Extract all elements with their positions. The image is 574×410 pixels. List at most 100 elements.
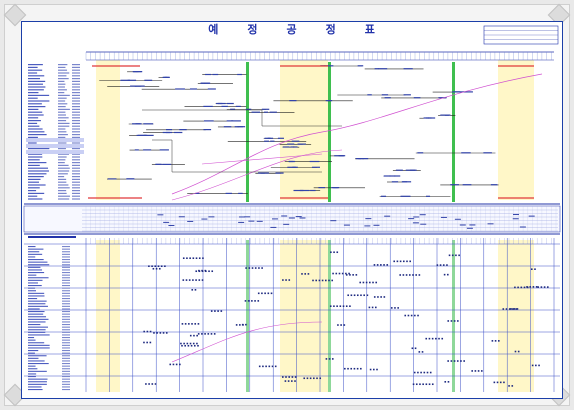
task-row-highlight xyxy=(26,144,84,148)
schedule-grid xyxy=(23,25,561,392)
lower-entry-dot xyxy=(515,308,517,310)
task-value-line xyxy=(58,167,70,169)
lower-entry-dot xyxy=(195,257,198,260)
gantt-bar-label xyxy=(203,105,213,107)
lower-entry-dot xyxy=(428,337,431,340)
lower-entry-dot xyxy=(425,383,428,386)
summary-value xyxy=(238,221,245,223)
task-label-line xyxy=(28,164,40,166)
lower-entry-dot xyxy=(194,323,197,325)
lower-task-label xyxy=(28,352,35,354)
gantt-bar-label xyxy=(425,195,431,197)
lower-entry-dot xyxy=(352,274,354,276)
lower-entry-dot xyxy=(502,308,505,310)
task-date-line xyxy=(72,122,80,124)
gantt-bar-label xyxy=(200,82,206,84)
gantt-bar-label xyxy=(238,192,243,194)
gantt-bar-label xyxy=(130,85,137,87)
lower-entry-dot xyxy=(360,294,362,297)
lower-entry-dot xyxy=(535,286,538,288)
lower-entry-dot xyxy=(265,365,267,368)
lower-task-label xyxy=(28,282,38,284)
task-value-line xyxy=(58,100,66,102)
lower-task-value xyxy=(62,300,70,302)
lower-entry-dot xyxy=(399,274,401,276)
gantt-bar-label xyxy=(428,117,436,119)
lower-task-value xyxy=(62,248,70,250)
task-date-line xyxy=(72,92,80,94)
lower-entry-dot xyxy=(207,333,210,335)
summary-value xyxy=(239,216,246,218)
task-label-line xyxy=(28,136,38,138)
gantt-bar-label xyxy=(230,108,236,110)
gantt-bar-label xyxy=(264,140,270,142)
lower-entry-dot xyxy=(399,260,402,263)
lower-entry-dot xyxy=(154,383,157,385)
lower-task-label xyxy=(28,324,41,326)
lower-entry-dot xyxy=(547,286,549,288)
lower-entry-dot xyxy=(414,314,416,317)
task-date-line xyxy=(72,167,80,169)
lower-entry-dot xyxy=(463,360,465,362)
lower-entry-dot xyxy=(307,273,310,275)
lower-entry-dot xyxy=(411,347,414,350)
lower-entry-dot xyxy=(336,305,338,307)
lower-entry-dot xyxy=(294,376,297,378)
lower-entry-dot xyxy=(154,265,157,268)
gantt-bar-label xyxy=(450,184,459,186)
lower-entry-dot xyxy=(396,260,399,263)
task-value-line xyxy=(58,153,70,155)
task-value-line xyxy=(58,159,66,161)
lower-entry-dot xyxy=(402,260,405,263)
lower-task-label xyxy=(28,344,50,346)
task-value-line xyxy=(58,148,66,150)
sheet-title: 예 정 공 정 표 xyxy=(22,22,562,36)
lower-entry-dot xyxy=(182,279,185,281)
task-value-line xyxy=(58,184,69,186)
task-value-line xyxy=(58,125,70,127)
lower-entry-dot xyxy=(409,260,411,263)
lower-entry-dot xyxy=(241,323,244,326)
lower-task-value xyxy=(62,337,70,339)
lower-task-label xyxy=(28,259,44,261)
lower-entry-dot xyxy=(350,294,353,297)
lower-entry-dot xyxy=(210,310,213,312)
lower-entry-dot xyxy=(420,371,422,374)
task-label-line xyxy=(28,94,50,96)
lower-entry-dot xyxy=(165,332,168,334)
lower-task-value xyxy=(62,316,70,318)
gantt-bar-label xyxy=(309,160,320,163)
task-label-line xyxy=(28,114,44,116)
lower-task-value xyxy=(62,373,70,375)
lower-entry-dot xyxy=(189,257,191,260)
lower-entry-dot xyxy=(156,332,158,334)
lower-entry-dot xyxy=(294,380,296,382)
title-char-4: 정 xyxy=(325,23,337,36)
gantt-bar-label xyxy=(423,117,429,119)
highlight-band-bottom xyxy=(96,240,120,392)
task-value-line xyxy=(58,162,65,164)
gantt-bar-label xyxy=(217,102,226,105)
lower-entry-dot xyxy=(383,296,386,298)
summary-value xyxy=(373,224,380,226)
task-date-line xyxy=(72,134,80,136)
lower-task-label xyxy=(28,329,46,331)
gantt-bar-label xyxy=(357,65,364,67)
lower-entry-dot xyxy=(214,310,216,312)
task-value-line xyxy=(58,136,66,138)
lower-entry-dot xyxy=(158,267,161,270)
lower-entry-dot xyxy=(372,281,374,284)
task-date-line xyxy=(72,156,80,158)
gantt-bar-label xyxy=(270,140,275,142)
lower-entry-dot xyxy=(376,368,378,371)
lower-entry-dot xyxy=(532,286,535,288)
summary-table xyxy=(23,205,561,233)
lower-entry-dot xyxy=(267,292,270,295)
lower-entry-dot xyxy=(188,323,190,325)
lower-entry-dot xyxy=(456,360,459,362)
task-label-line xyxy=(28,111,43,113)
lower-entry-dot xyxy=(349,305,351,307)
lower-task-label xyxy=(28,248,44,250)
lower-entry-dot xyxy=(325,279,327,282)
lower-task-value xyxy=(62,324,70,326)
